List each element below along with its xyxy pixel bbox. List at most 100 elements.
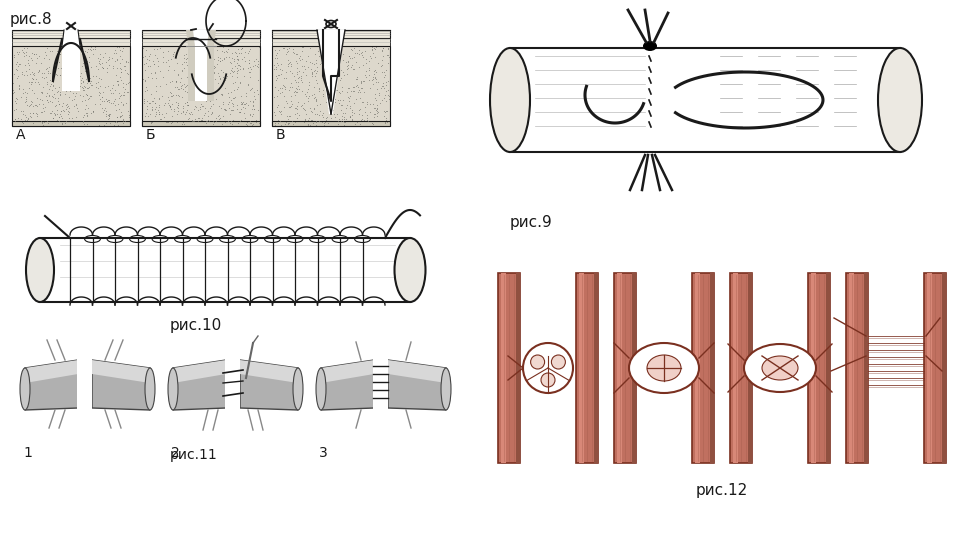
Point <box>165 91 180 100</box>
Point <box>55 105 70 114</box>
Point <box>380 58 396 67</box>
Point <box>251 60 266 69</box>
Point <box>174 82 189 91</box>
Point <box>228 48 243 56</box>
Bar <box>225 358 240 410</box>
Point <box>195 96 210 104</box>
Point <box>91 88 107 97</box>
Ellipse shape <box>441 368 451 410</box>
Point <box>221 99 236 108</box>
Point <box>329 74 345 83</box>
Point <box>118 62 133 71</box>
Point <box>365 75 380 84</box>
Point <box>115 99 131 108</box>
Point <box>336 112 351 121</box>
Point <box>221 98 236 107</box>
Point <box>331 88 347 97</box>
Point <box>39 96 55 105</box>
Point <box>318 98 333 106</box>
Point <box>295 62 310 70</box>
Point <box>143 50 158 58</box>
Point <box>80 91 95 99</box>
Point <box>32 66 47 75</box>
Point <box>237 104 252 112</box>
Point <box>269 58 284 67</box>
Point <box>115 116 131 125</box>
Point <box>269 62 284 71</box>
Point <box>268 53 283 62</box>
Point <box>225 98 240 107</box>
Point <box>88 83 104 91</box>
Point <box>17 116 33 125</box>
Point <box>242 68 257 76</box>
Point <box>151 57 166 66</box>
Point <box>94 104 109 113</box>
Point <box>227 93 242 102</box>
Point <box>113 76 129 84</box>
Point <box>307 92 323 101</box>
Point <box>179 58 194 66</box>
Point <box>10 113 25 122</box>
Point <box>281 58 297 67</box>
Point <box>168 77 183 86</box>
Point <box>334 86 349 95</box>
Point <box>144 97 159 105</box>
Point <box>300 81 316 90</box>
Point <box>324 113 339 122</box>
Point <box>204 59 219 68</box>
Point <box>94 58 109 67</box>
Ellipse shape <box>643 41 657 51</box>
Point <box>247 105 262 113</box>
Point <box>290 88 305 97</box>
Point <box>324 98 340 107</box>
Point <box>226 93 241 102</box>
Point <box>216 73 231 82</box>
Point <box>282 67 298 76</box>
Point <box>155 91 170 100</box>
Point <box>241 56 256 65</box>
Point <box>280 62 296 70</box>
Point <box>364 45 379 54</box>
Point <box>269 73 284 82</box>
Point <box>56 106 71 115</box>
Point <box>267 64 282 73</box>
Point <box>316 70 331 78</box>
Point <box>166 65 181 74</box>
Point <box>282 83 298 91</box>
Point <box>215 98 230 106</box>
Text: рис.10: рис.10 <box>170 318 223 333</box>
Point <box>241 58 256 67</box>
Point <box>244 84 259 92</box>
Point <box>226 105 241 114</box>
Point <box>161 101 177 110</box>
Point <box>185 78 201 87</box>
Point <box>61 113 77 122</box>
Point <box>24 98 39 106</box>
Point <box>318 116 333 125</box>
Point <box>281 103 297 111</box>
Polygon shape <box>92 360 150 410</box>
Point <box>75 78 90 86</box>
Point <box>49 116 64 124</box>
Point <box>230 55 246 64</box>
Point <box>368 90 383 98</box>
Point <box>116 62 132 70</box>
Point <box>136 60 152 69</box>
Point <box>210 112 226 120</box>
Point <box>80 79 95 87</box>
Point <box>13 107 29 116</box>
Point <box>163 78 179 86</box>
Point <box>191 90 206 99</box>
Point <box>344 46 359 55</box>
Point <box>304 69 320 78</box>
Point <box>211 72 227 80</box>
Point <box>54 113 69 122</box>
Point <box>363 54 378 63</box>
Point <box>344 115 359 124</box>
Point <box>198 56 213 64</box>
Point <box>377 70 393 79</box>
Point <box>105 81 120 90</box>
Point <box>337 114 352 123</box>
Point <box>65 65 81 73</box>
Point <box>22 65 37 73</box>
